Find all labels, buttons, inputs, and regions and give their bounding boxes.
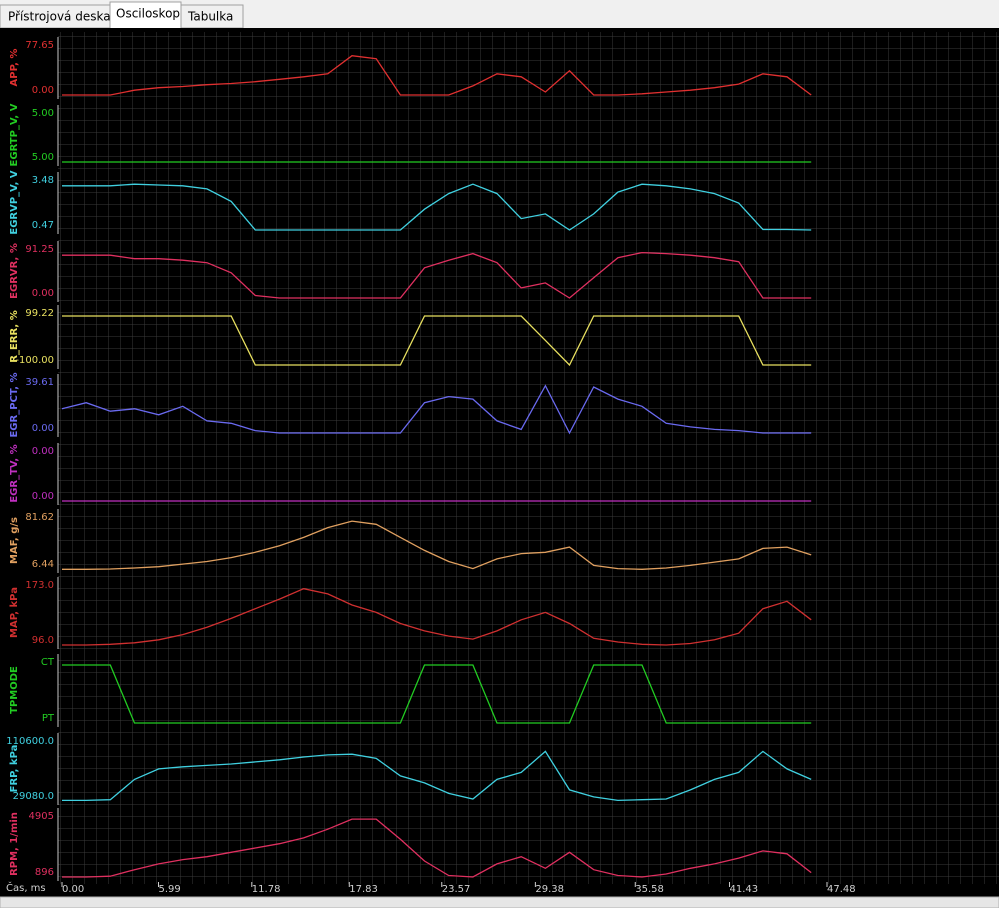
y-tick-label: 896	[35, 867, 54, 878]
x-tick-label: 5.99	[159, 884, 181, 895]
y-tick-label: 81.62	[25, 512, 54, 523]
channel-name: EGR_TV, %	[9, 444, 20, 502]
channel-name: MAF, g/s	[9, 517, 20, 564]
y-tick-label: PT	[42, 713, 55, 724]
y-tick-label: CT	[41, 657, 55, 668]
x-tick-label: 17.83	[349, 884, 378, 895]
trace	[62, 520, 812, 570]
trace	[62, 55, 812, 96]
trace	[62, 818, 812, 878]
channel-name: RPM, 1/min	[9, 812, 20, 876]
y-tick-label: 0.00	[32, 423, 54, 434]
y-tick-label: 91.25	[25, 244, 54, 255]
y-tick-label: -100.00	[15, 355, 54, 366]
trace	[62, 664, 812, 724]
trace	[62, 183, 812, 231]
x-axis-label: Čas, ms	[6, 881, 46, 894]
y-tick-label: 110600.0	[6, 736, 54, 747]
x-tick-label: 0.00	[62, 884, 84, 895]
tab-label[interactable]: Osciloskop	[116, 7, 180, 21]
y-tick-label: 3.48	[32, 175, 54, 186]
y-tick-label: 0.00	[32, 288, 54, 299]
y-tick-label: 6.44	[32, 559, 54, 570]
grid	[58, 32, 999, 884]
channel-name: FRP, kPa	[9, 745, 20, 793]
y-tick-label: 0.00	[32, 85, 54, 96]
y-tick-label: 77.65	[25, 40, 54, 51]
tab-label[interactable]: Tabulka	[187, 10, 233, 24]
channel-name: MAP, kPa	[9, 587, 20, 638]
channel-name: TPMODE	[9, 666, 20, 714]
plots: APP, % 0.00 77.65 EGRTP_V, V 5.00 5.00 EGRVP_V…	[6, 37, 856, 895]
y-tick-label: 0.47	[32, 220, 54, 231]
x-tick-label: 41.43	[730, 884, 759, 895]
y-tick-label: 29080.0	[13, 791, 54, 802]
y-tick-label: 5.00	[32, 152, 54, 163]
channel-name: EGR_PCT, %	[9, 372, 20, 437]
channel-name: EGRVP_V, V	[9, 170, 20, 235]
channel-name: R_ERR, %	[9, 310, 20, 362]
trace	[61, 384, 812, 435]
trace	[62, 588, 812, 646]
y-tick-label: 0.00	[32, 446, 54, 457]
x-tick-label: 11.78	[252, 884, 281, 895]
y-tick-label: 39.61	[25, 377, 54, 388]
channel-name: EGRVR, %	[9, 243, 20, 299]
y-tick-label: 0.00	[32, 491, 54, 502]
y-tick-label: 173.0	[25, 580, 54, 591]
x-tick-label: 29.38	[535, 884, 564, 895]
x-tick-label: 23.57	[442, 884, 471, 895]
trace	[62, 251, 812, 299]
y-tick-label: 96.0	[32, 635, 54, 646]
trace	[62, 315, 812, 367]
y-tick-label: 4905	[29, 811, 54, 822]
channel-name: EGRTP_V, V	[9, 103, 20, 166]
tab-label[interactable]: Přístrojová deska	[8, 10, 111, 24]
x-tick-label: 47.48	[827, 884, 856, 895]
x-tick-label: 35.58	[635, 884, 664, 895]
trace	[62, 750, 812, 802]
y-tick-label: 99.22	[25, 308, 54, 319]
channel-name: APP, %	[9, 49, 20, 87]
y-tick-label: 5.00	[32, 108, 54, 119]
scrollbar[interactable]	[0, 896, 999, 908]
